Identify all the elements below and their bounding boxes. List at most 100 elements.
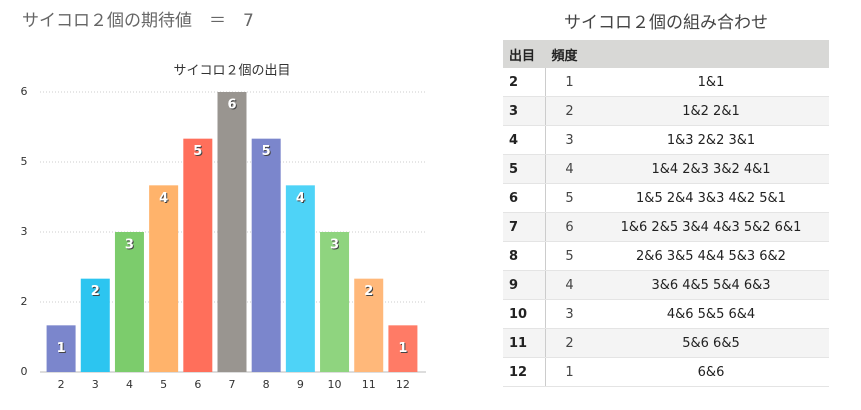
table-cell: 3 xyxy=(545,299,593,329)
data-label-shadow: 4 xyxy=(297,192,306,207)
x-tick-label: 6 xyxy=(194,378,201,391)
table-cell: 1&6 2&5 3&4 4&3 5&2 6&1 xyxy=(593,212,829,242)
table-row: 7 6 1&6 2&5 3&4 4&3 5&2 6&1 xyxy=(503,212,829,242)
x-tick-label: 7 xyxy=(229,378,236,391)
table-cell: 6&6 xyxy=(593,357,829,387)
bar xyxy=(183,138,213,372)
table-cell: 2&6 3&5 4&4 5&3 6&2 xyxy=(593,241,829,271)
chart: サイコロ２個の出目 023562113224335446557668559441… xyxy=(21,64,426,391)
table-row: 8 5 2&6 3&5 4&4 5&3 6&2 xyxy=(503,241,829,271)
table-cell: 1 xyxy=(545,68,593,97)
table-cell: 1&5 2&4 3&3 4&2 5&1 xyxy=(593,183,829,213)
x-tick-label: 4 xyxy=(126,378,133,391)
table-cell: 1&2 2&1 xyxy=(593,96,829,126)
y-tick-label: 0 xyxy=(21,365,28,378)
data-label-shadow: 3 xyxy=(126,239,135,254)
table-row: 5 4 1&4 2&3 3&2 4&1 xyxy=(503,154,829,184)
data-label-shadow: 1 xyxy=(399,342,408,357)
data-label: 4 xyxy=(296,191,305,206)
data-label-shadow: 4 xyxy=(160,192,169,207)
bar xyxy=(46,325,76,372)
x-tick-label: 3 xyxy=(92,378,99,391)
x-tick-label: 12 xyxy=(396,378,410,391)
table-cell: 8 xyxy=(503,241,546,271)
table-cell: 1 xyxy=(545,357,593,387)
table-cell: 4 xyxy=(545,270,593,300)
table-row: 12 1 6&6 xyxy=(503,357,829,387)
table-cell: 1&1 xyxy=(593,68,829,97)
data-label-shadow: 5 xyxy=(263,145,272,160)
table-cell: 7 xyxy=(503,212,546,242)
table-cell: 5&6 6&5 xyxy=(593,328,829,358)
data-label-shadow: 2 xyxy=(92,285,101,300)
y-tick-label: 3 xyxy=(21,225,28,238)
table-header: 出目 頻度 xyxy=(503,40,829,68)
data-label: 2 xyxy=(91,284,100,299)
x-tick-label: 2 xyxy=(58,378,65,391)
y-tick-label: 6 xyxy=(21,85,28,98)
table-cell: 2 xyxy=(545,328,593,358)
y-tick-label: 5 xyxy=(21,155,28,168)
table-title: サイコロ２個の組み合わせ xyxy=(564,13,768,33)
x-tick-label: 8 xyxy=(263,378,270,391)
column-header: 出目 xyxy=(503,40,546,68)
table-cell: 6 xyxy=(503,183,546,213)
data-label: 1 xyxy=(398,341,407,356)
table: 出目 頻度 2 1 1&1 3 2 1&2 2&1 4 3 1&3 2&2 3&1 5 4 1&4 2&3… xyxy=(503,40,829,387)
table-cell: 4 xyxy=(503,125,546,155)
table-row: 6 5 1&5 2&4 3&3 4&2 5&1 xyxy=(503,183,829,213)
bar xyxy=(149,185,179,372)
bar xyxy=(388,325,418,372)
x-tick-label: 5 xyxy=(160,378,167,391)
bar xyxy=(80,278,110,372)
column-header: 頻度 xyxy=(545,40,593,68)
bar xyxy=(285,185,315,372)
table-cell: 2 xyxy=(545,96,593,126)
bar xyxy=(217,92,247,372)
table-row: 10 3 4&6 5&5 6&4 xyxy=(503,299,829,329)
data-label-shadow: 5 xyxy=(194,145,203,160)
table-row: 11 2 5&6 6&5 xyxy=(503,328,829,358)
table-row: 9 4 3&6 4&5 5&4 6&3 xyxy=(503,270,829,300)
data-label: 6 xyxy=(227,98,236,113)
table-cell: 3 xyxy=(503,96,546,126)
table-cell: 5 xyxy=(545,241,593,271)
bar xyxy=(251,138,281,372)
data-label-shadow: 1 xyxy=(58,342,67,357)
table-row: 4 3 1&3 2&2 3&1 xyxy=(503,125,829,155)
table-row: 3 2 1&2 2&1 xyxy=(503,96,829,126)
table-cell: 11 xyxy=(503,328,546,358)
data-label: 3 xyxy=(125,238,134,253)
table-cell: 5 xyxy=(503,154,546,184)
page-header: サイコロ２個の期待値 ＝ 7 xyxy=(22,11,254,31)
y-tick-label: 2 xyxy=(21,295,28,308)
table-cell: 5 xyxy=(545,183,593,213)
table-cell: 3 xyxy=(545,125,593,155)
x-tick-label: 11 xyxy=(362,378,376,391)
data-label-shadow: 6 xyxy=(228,99,237,114)
bar xyxy=(354,278,384,372)
data-label: 3 xyxy=(330,238,339,253)
data-label-shadow: 3 xyxy=(331,239,340,254)
table-cell: 10 xyxy=(503,299,546,329)
table-cell: 12 xyxy=(503,357,546,387)
data-label: 5 xyxy=(193,144,202,159)
table-cell: 4 xyxy=(545,154,593,184)
data-label: 4 xyxy=(159,191,168,206)
chart-title: サイコロ２個の出目 xyxy=(173,64,290,79)
data-label: 1 xyxy=(57,341,66,356)
x-tick-label: 10 xyxy=(328,378,342,391)
bar xyxy=(320,232,350,372)
table-row: 2 1 1&1 xyxy=(503,68,829,97)
table-cell: 1&3 2&2 3&1 xyxy=(593,125,829,155)
data-label-shadow: 2 xyxy=(365,285,374,300)
table-cell: 2 xyxy=(503,68,546,97)
table-cell: 9 xyxy=(503,270,546,300)
table-cell: 4&6 5&5 6&4 xyxy=(593,299,829,329)
bar xyxy=(114,232,144,372)
table-cell: 3&6 4&5 5&4 6&3 xyxy=(593,270,829,300)
data-label: 5 xyxy=(262,144,271,159)
column-header xyxy=(593,40,829,68)
table-cell: 1&4 2&3 3&2 4&1 xyxy=(593,154,829,184)
